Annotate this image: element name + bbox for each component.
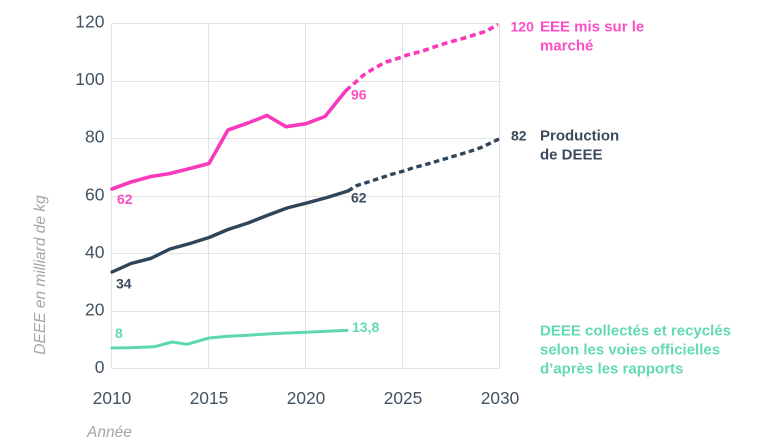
svg-text:2020: 2020 <box>287 388 325 408</box>
svg-text:40: 40 <box>85 242 105 262</box>
svg-text:100: 100 <box>75 69 104 89</box>
svg-text:Année: Année <box>86 424 132 441</box>
svg-text:82: 82 <box>511 127 527 143</box>
svg-text:96: 96 <box>351 87 367 103</box>
svg-text:34: 34 <box>116 276 132 292</box>
svg-text:marché: marché <box>540 37 593 54</box>
svg-text:selon les voies officielles: selon les voies officielles <box>540 342 720 359</box>
svg-text:120: 120 <box>75 12 104 32</box>
svg-text:120: 120 <box>511 18 535 34</box>
svg-text:2010: 2010 <box>93 388 131 408</box>
svg-text:62: 62 <box>351 190 367 206</box>
svg-text:8: 8 <box>115 325 123 341</box>
svg-text:13,8: 13,8 <box>352 319 379 335</box>
svg-text:Production: Production <box>540 127 619 144</box>
svg-text:62: 62 <box>117 191 133 207</box>
svg-text:DEEE collectés et recyclés: DEEE collectés et recyclés <box>540 323 731 340</box>
svg-text:0: 0 <box>95 357 105 377</box>
svg-text:2030: 2030 <box>481 388 519 408</box>
svg-text:de DEEE: de DEEE <box>540 147 603 164</box>
svg-text:20: 20 <box>85 300 105 320</box>
svg-text:80: 80 <box>85 127 105 147</box>
svg-text:DEEE en milliard de kg: DEEE en milliard de kg <box>32 195 49 355</box>
svg-text:2015: 2015 <box>190 388 228 408</box>
svg-text:EEE mis sur le: EEE mis sur le <box>540 18 644 35</box>
svg-text:2025: 2025 <box>384 388 422 408</box>
svg-text:d’après les rapports: d’après les rapports <box>540 361 683 378</box>
svg-text:60: 60 <box>85 184 105 204</box>
